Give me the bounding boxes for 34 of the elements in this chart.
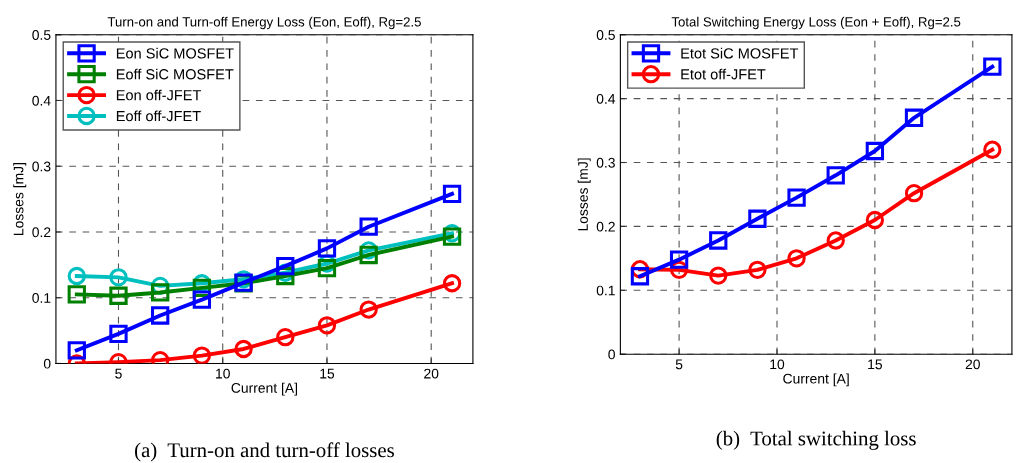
x-tick-label: 10 bbox=[216, 368, 230, 379]
legend-label: Etot off-JFET bbox=[681, 68, 766, 80]
legend-label: Eon SiC MOSFET bbox=[116, 47, 234, 59]
y-axis-title: Losses [mJ] bbox=[577, 158, 591, 231]
x-tick-label: 20 bbox=[424, 368, 439, 379]
x-tick-label: 15 bbox=[320, 368, 335, 379]
x-tick-label: 5 bbox=[115, 368, 122, 379]
y-tick-label: 0 bbox=[608, 349, 615, 360]
legend-label: Eon off-JFET bbox=[116, 89, 202, 101]
text: (b) Total switching loss bbox=[716, 430, 916, 450]
y-tick-label: 0.1 bbox=[596, 285, 615, 296]
y-tick-label: 0.4 bbox=[596, 93, 616, 104]
legend-label: Eoff off-JFET bbox=[116, 110, 201, 122]
y-axis-title: Losses [mJ] bbox=[13, 163, 27, 235]
legend-label: Etot SiC MOSFET bbox=[681, 47, 799, 59]
chart-title: Turn-on and Turn-off Energy Loss (Eon, Eoff), Rg=2.5 bbox=[107, 16, 421, 30]
chart-title: Total Switching Energy Loss (Eon + Eoff), Rg=2.5 bbox=[671, 16, 961, 30]
text: (a) Turn-on and turn-off losses bbox=[135, 442, 394, 462]
y-tick-label: 0.4 bbox=[32, 95, 51, 106]
y-tick-label: 0.3 bbox=[596, 157, 615, 168]
y-tick-label: 0.2 bbox=[596, 221, 615, 232]
y-tick-label: 0.5 bbox=[32, 30, 51, 40]
y-tick-label: 0.2 bbox=[32, 227, 51, 238]
y-tick-label: 0.5 bbox=[596, 30, 615, 40]
x-tick-label: 5 bbox=[675, 359, 683, 370]
legend-label: Eoff SiC MOSFET bbox=[116, 68, 234, 80]
x-axis-title: Current [A] bbox=[783, 373, 849, 387]
y-tick-label: 0.3 bbox=[32, 161, 51, 172]
x-axis-title: Current [A] bbox=[231, 382, 298, 396]
y-tick-label: 0.1 bbox=[32, 293, 51, 303]
x-tick-label: 10 bbox=[770, 359, 785, 370]
y-tick-label: 0 bbox=[43, 358, 51, 369]
x-tick-label: 15 bbox=[868, 359, 883, 370]
x-tick-label: 20 bbox=[965, 359, 980, 370]
